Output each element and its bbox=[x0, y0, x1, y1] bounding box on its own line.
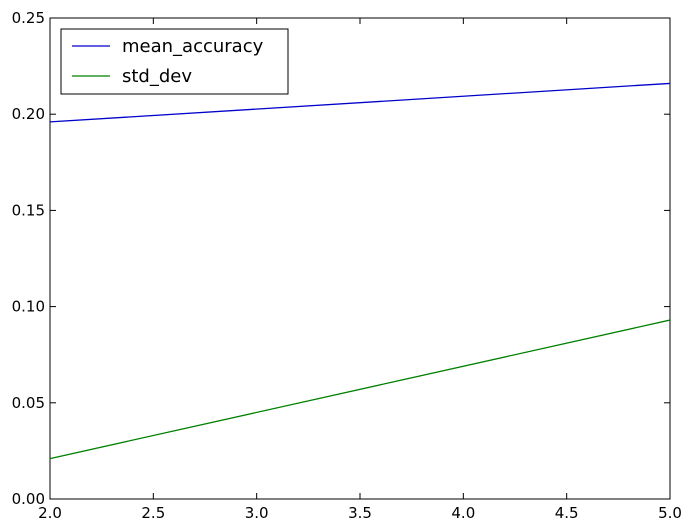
y-tick-label: 0.25 bbox=[12, 9, 45, 27]
legend-label: std_dev bbox=[122, 66, 192, 87]
legend: mean_accuracy std_dev bbox=[60, 28, 289, 95]
x-tick-label: 3.0 bbox=[245, 504, 269, 522]
x-tick-label: 2.0 bbox=[38, 504, 62, 522]
y-tick-label: 0.15 bbox=[12, 201, 45, 219]
series-line-mean-accuracy bbox=[49, 82, 671, 123]
series-lines bbox=[49, 82, 671, 460]
legend-box bbox=[60, 28, 289, 95]
x-tick-label: 3.5 bbox=[348, 504, 372, 522]
x-tick-label: 4.0 bbox=[451, 504, 475, 522]
series-line-std-dev bbox=[49, 319, 671, 460]
x-tick-label: 2.5 bbox=[141, 504, 165, 522]
y-tick-label: 0.20 bbox=[12, 105, 45, 123]
y-tick-label: 0.00 bbox=[12, 490, 45, 508]
y-tick-label: 0.10 bbox=[12, 298, 45, 316]
y-tick-label: 0.05 bbox=[12, 394, 45, 412]
legend-label: mean_accuracy bbox=[122, 36, 264, 57]
x-tick-label: 4.5 bbox=[555, 504, 579, 522]
axis-ticks: 2.0 2.5 3.0 3.5 4.0 4.5 5.0 0.00 0.05 0.10 0.15 0.2… bbox=[12, 9, 682, 522]
plot-area bbox=[49, 17, 671, 500]
x-tick-label: 5.0 bbox=[658, 504, 682, 522]
